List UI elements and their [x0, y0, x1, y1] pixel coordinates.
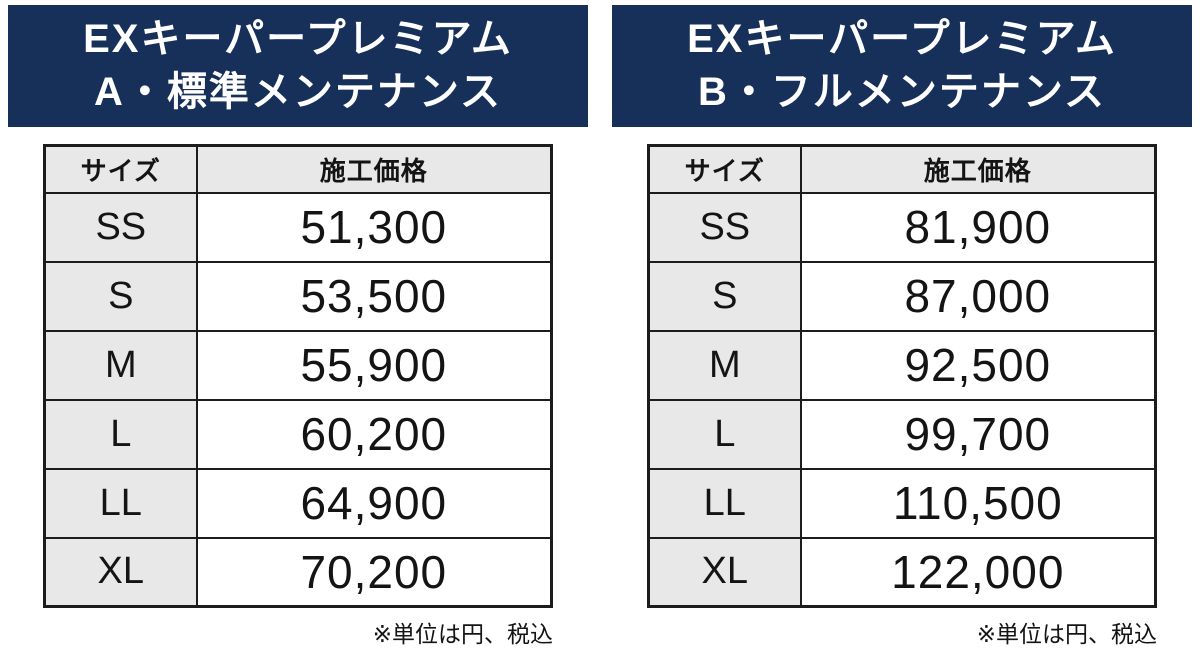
price-cell: 122,000 [799, 536, 1157, 608]
price-cell: 53,500 [195, 260, 553, 332]
panel-a-unit-note: ※単位は円、税込 [372, 621, 553, 647]
price-cell: 55,900 [195, 329, 553, 401]
table-row: L 60,200 [43, 398, 553, 470]
table-row: XL 122,000 [647, 536, 1157, 608]
panel-b-title-line1: EXキーパープレミアム [687, 17, 1117, 62]
size-cell: XL [647, 536, 802, 608]
table-row: M 92,500 [647, 329, 1157, 401]
column-header-size: サイズ [647, 144, 802, 194]
table-row: SS 81,900 [647, 191, 1157, 263]
size-cell: XL [43, 536, 198, 608]
size-cell: LL [647, 467, 802, 539]
price-cell: 110,500 [799, 467, 1157, 539]
panel-plan-a: EXキーパープレミアム A・標準メンテナンス サイズ 施工価格 SS 51,30… [8, 5, 588, 664]
panel-a-price-table: サイズ 施工価格 SS 51,300 S 53,500 M 55,900 [43, 144, 553, 608]
panel-b-unit-note: ※単位は円、税込 [976, 621, 1157, 647]
table-row: L 99,700 [647, 398, 1157, 470]
size-cell: SS [43, 191, 198, 263]
size-cell: L [647, 398, 802, 470]
price-cell: 51,300 [195, 191, 553, 263]
table-row: M 55,900 [43, 329, 553, 401]
table-row: SS 51,300 [43, 191, 553, 263]
price-cell: 60,200 [195, 398, 553, 470]
table-row: LL 110,500 [647, 467, 1157, 539]
table-row: S 87,000 [647, 260, 1157, 332]
panel-b-banner: EXキーパープレミアム B・フルメンテナンス [612, 5, 1192, 127]
price-cell: 99,700 [799, 398, 1157, 470]
table-row: S 53,500 [43, 260, 553, 332]
table-row: LL 64,900 [43, 467, 553, 539]
size-cell: S [43, 260, 198, 332]
column-header-price: 施工価格 [195, 144, 553, 194]
size-cell: S [647, 260, 802, 332]
price-cell: 81,900 [799, 191, 1157, 263]
price-cell: 70,200 [195, 536, 553, 608]
column-header-price: 施工価格 [799, 144, 1157, 194]
table-header-row: サイズ 施工価格 [647, 144, 1157, 194]
size-cell: M [647, 329, 802, 401]
panel-a-banner: EXキーパープレミアム A・標準メンテナンス [8, 5, 588, 127]
table-row: XL 70,200 [43, 536, 553, 608]
table-header-row: サイズ 施工価格 [43, 144, 553, 194]
size-cell: L [43, 398, 198, 470]
panel-plan-b: EXキーパープレミアム B・フルメンテナンス サイズ 施工価格 SS 81,90… [612, 5, 1192, 664]
size-cell: M [43, 329, 198, 401]
size-cell: SS [647, 191, 802, 263]
panel-a-title-line2: A・標準メンテナンス [93, 70, 503, 114]
panel-a-title-line1: EXキーパープレミアム [83, 17, 513, 62]
column-header-size: サイズ [43, 144, 198, 194]
price-cell: 87,000 [799, 260, 1157, 332]
panel-b-price-table: サイズ 施工価格 SS 81,900 S 87,000 M 92,500 [647, 144, 1157, 608]
price-cell: 64,900 [195, 467, 553, 539]
size-cell: LL [43, 467, 198, 539]
price-cell: 92,500 [799, 329, 1157, 401]
panel-b-title-line2: B・フルメンテナンス [697, 70, 1107, 114]
